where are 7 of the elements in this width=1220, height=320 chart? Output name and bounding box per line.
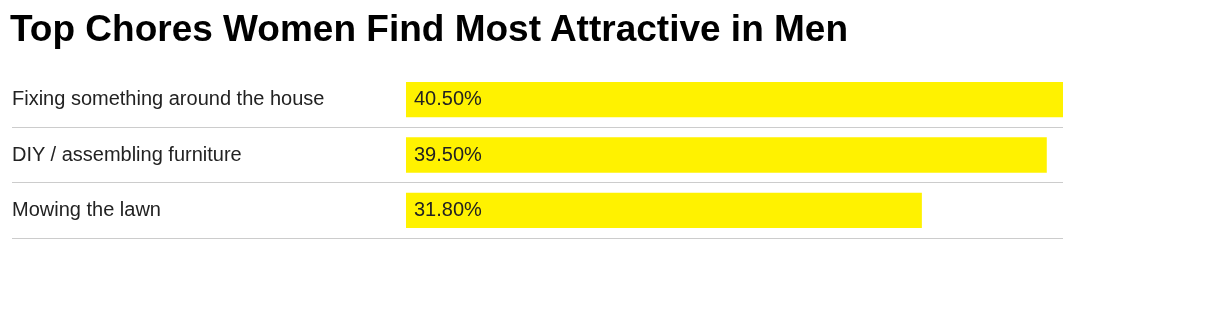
data-label: 40.50% [414,87,483,110]
y-tick-label: Mowing the lawn [12,197,161,220]
data-label: 31.80% [414,197,483,220]
y-tick-label: DIY / assembling furniture [12,142,242,165]
chart-title: Top Chores Women Find Most Attractive in Men [10,8,849,50]
data-label: 39.50% [414,142,483,165]
y-tick-label: Fixing something around the house [12,87,325,110]
